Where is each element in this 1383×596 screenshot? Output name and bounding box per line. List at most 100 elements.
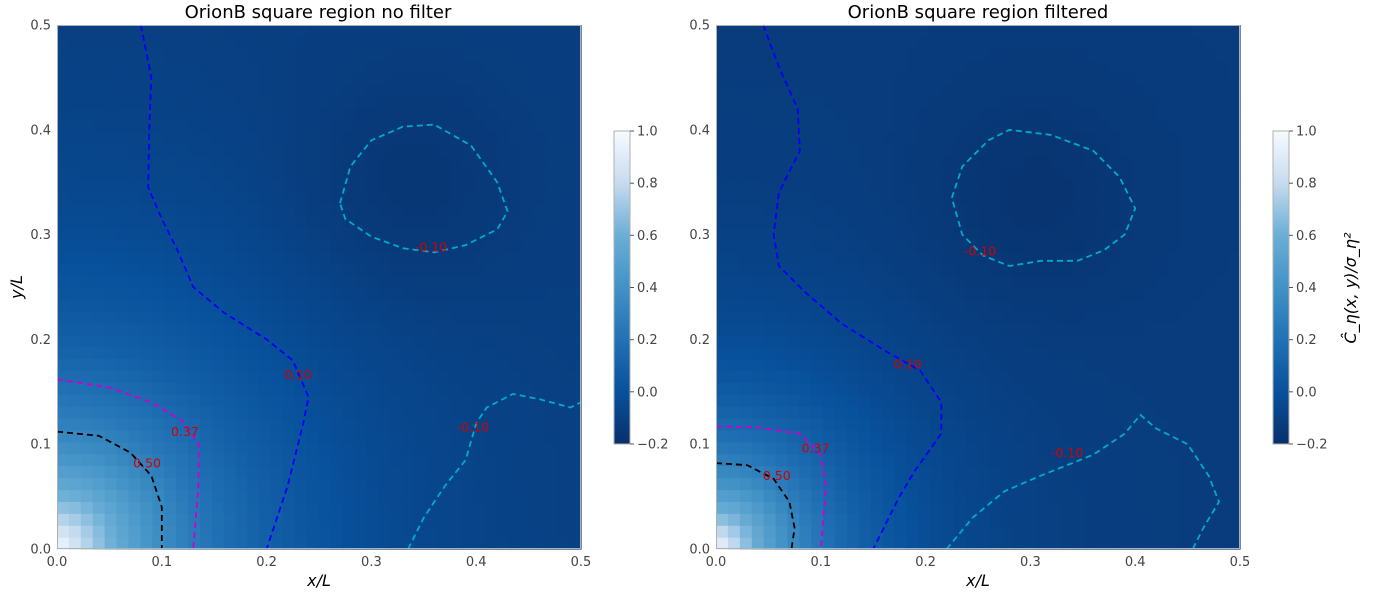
- heatmap-cell: [92, 263, 106, 276]
- heatmap-cell: [787, 96, 800, 109]
- heatmap-cell: [1216, 144, 1229, 157]
- heatmap-cell: [271, 275, 284, 288]
- heatmap-cell: [295, 191, 308, 205]
- heatmap-cell: [426, 489, 439, 502]
- heatmap-cell: [128, 132, 141, 145]
- heatmap-cell: [763, 453, 777, 467]
- heatmap-cell: [188, 84, 201, 98]
- heatmap-cell: [1132, 120, 1146, 133]
- heatmap-cell: [858, 322, 872, 336]
- heatmap-cell: [1144, 120, 1158, 133]
- heatmap-cell: [727, 60, 741, 74]
- heatmap-cell: [1025, 48, 1039, 62]
- heatmap-cell: [485, 263, 499, 276]
- heatmap-cell: [1085, 310, 1098, 324]
- heatmap-cell: [1192, 525, 1205, 538]
- heatmap-cell: [1073, 370, 1086, 383]
- heatmap-cell: [870, 334, 884, 348]
- heatmap-cell: [1204, 96, 1217, 109]
- heatmap-cell: [894, 84, 908, 98]
- heatmap-cell: [390, 418, 403, 431]
- heatmap-cell: [1025, 108, 1039, 121]
- heatmap-cell: [414, 429, 427, 443]
- heatmap-cell: [763, 191, 777, 205]
- contour-line: [56, 430, 163, 549]
- heatmap-cell: [1216, 156, 1229, 169]
- heatmap-cell: [319, 418, 332, 431]
- heatmap-cell: [152, 156, 165, 169]
- heatmap-cell: [751, 346, 765, 360]
- heatmap-cell: [1168, 36, 1182, 50]
- heatmap-cell: [978, 429, 991, 443]
- heatmap-cell: [450, 84, 463, 98]
- heatmap-cell: [1013, 525, 1027, 538]
- heatmap-cell: [978, 167, 991, 181]
- heatmap-cell: [966, 36, 979, 50]
- heatmap-cell: [1109, 489, 1122, 502]
- heatmap-cell: [1132, 287, 1146, 300]
- heatmap-cell: [378, 310, 392, 324]
- heatmap-cell: [1085, 537, 1098, 550]
- heatmap-cell: [799, 418, 812, 431]
- heatmap-cell: [1061, 298, 1074, 312]
- heatmap-cell: [1097, 275, 1110, 288]
- heatmap-cell: [906, 418, 920, 431]
- heatmap-cell: [366, 120, 380, 133]
- heatmap-cell: [882, 453, 896, 467]
- heatmap-cell: [811, 298, 824, 312]
- heatmap-cell: [823, 513, 836, 526]
- heatmap-cell: [989, 84, 1003, 98]
- heatmap-cell: [426, 108, 439, 121]
- heatmap-cell: [176, 84, 189, 98]
- heatmap-cell: [176, 72, 189, 86]
- heatmap-cell: [176, 120, 189, 133]
- heatmap-cell: [426, 263, 439, 276]
- heatmap-cell: [858, 501, 872, 514]
- heatmap-cell: [954, 215, 967, 229]
- heatmap-cell: [978, 465, 991, 479]
- heatmap-cell: [533, 322, 546, 336]
- heatmap-cell: [716, 108, 729, 121]
- heatmap-cell: [1144, 477, 1158, 491]
- heatmap-cell: [835, 394, 848, 407]
- heatmap-cell: [92, 334, 106, 348]
- heatmap-cell: [438, 203, 451, 217]
- heatmap-cell: [223, 429, 237, 443]
- heatmap-cell: [104, 418, 118, 431]
- heatmap-cell: [1216, 334, 1229, 348]
- heatmap-cell: [176, 227, 189, 240]
- heatmap-cell: [989, 358, 1003, 371]
- heatmap-cell: [497, 156, 511, 169]
- heatmap-cell: [545, 215, 558, 229]
- heatmap-cell: [176, 382, 189, 395]
- heatmap-cell: [342, 132, 356, 145]
- contour-line: [139, 24, 310, 550]
- heatmap-cell: [68, 48, 82, 62]
- heatmap-cell: [199, 310, 213, 324]
- heatmap-cell: [80, 215, 94, 229]
- heatmap-cell: [414, 239, 427, 252]
- heatmap-cell: [1061, 465, 1074, 479]
- heatmap-cell: [569, 108, 582, 121]
- heatmap-cell: [259, 334, 272, 348]
- heatmap-cell: [307, 191, 320, 205]
- heatmap-cell: [918, 227, 931, 240]
- heatmap-cell: [319, 513, 332, 526]
- heatmap-cell: [978, 96, 991, 109]
- heatmap-cell: [402, 358, 415, 371]
- heatmap-cell: [811, 322, 824, 336]
- heatmap-cell: [259, 167, 272, 181]
- heatmap-cell: [1037, 525, 1051, 538]
- heatmap-cell: [1109, 287, 1122, 300]
- heatmap-cell: [1073, 60, 1086, 74]
- heatmap-cell: [978, 513, 991, 526]
- heatmap-cell: [259, 60, 272, 74]
- heatmap-cell: [989, 120, 1003, 133]
- heatmap-cell: [557, 179, 570, 193]
- heatmap-cell: [1156, 227, 1170, 240]
- heatmap-cell: [366, 144, 380, 157]
- heatmap-cell: [978, 310, 991, 324]
- heatmap-cell: [319, 406, 332, 419]
- heatmap-cell: [57, 465, 70, 479]
- heatmap-cell: [1216, 227, 1229, 240]
